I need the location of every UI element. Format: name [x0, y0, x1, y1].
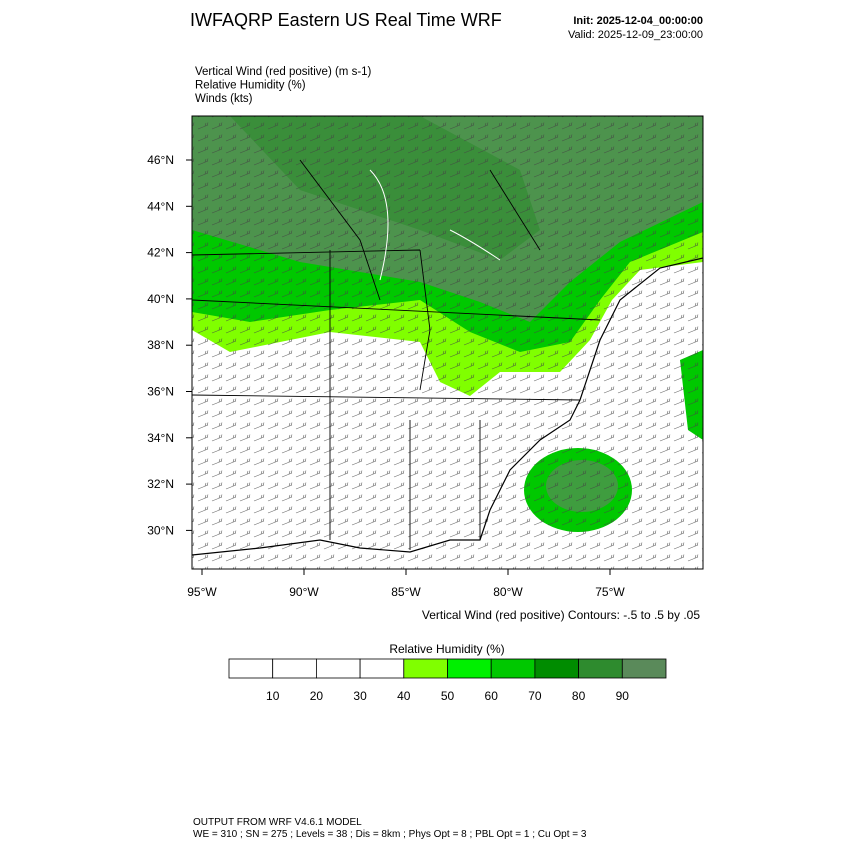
colorbar-box — [578, 658, 623, 679]
lat-labels: 46°N 44°N 42°N 40°N 38°N 36°N 34°N 32°N 30°N — [147, 153, 192, 537]
valid-time: Valid: 2025-12-09_23:00:00 — [568, 29, 703, 41]
footer-line: OUTPUT FROM WRF V4.6.1 MODEL — [193, 817, 362, 828]
field-label: Winds (kts) — [195, 93, 253, 105]
lat-label: 36°N — [147, 385, 174, 399]
colorbar-box — [447, 658, 492, 679]
colorbar-box — [403, 658, 448, 679]
lon-label: 90°W — [289, 585, 319, 599]
field-label: Vertical Wind (red positive) (m s-1) — [195, 66, 372, 78]
colorbar-tick-label: 30 — [353, 689, 367, 703]
map-caption: Vertical Wind (red positive) Contours: -… — [422, 608, 700, 622]
lat-label: 38°N — [147, 338, 174, 352]
colorbar-box — [490, 658, 536, 679]
colorbar-box — [228, 658, 274, 679]
colorbar-tick-label: 60 — [485, 689, 499, 703]
colorbar-box — [315, 658, 361, 679]
colorbar-box — [534, 658, 580, 679]
colorbar-box — [621, 658, 667, 679]
colorbar-box — [359, 658, 405, 679]
init-time: Init: 2025-12-04_00:00:00 — [573, 15, 703, 27]
lon-label: 80°W — [493, 585, 523, 599]
lat-label: 34°N — [147, 431, 174, 445]
field-label: Relative Humidity (%) — [195, 80, 306, 92]
lat-label: 32°N — [147, 477, 174, 491]
lon-label: 85°W — [391, 585, 421, 599]
colorbar-tick-label: 80 — [572, 689, 586, 703]
colorbar-tick-label: 40 — [397, 689, 411, 703]
lat-label: 40°N — [147, 292, 174, 306]
colorbar: 10 20 30 40 50 60 70 80 90 — [228, 658, 667, 703]
lat-label: 30°N — [147, 523, 174, 537]
colorbar-title: Relative Humidity (%) — [389, 642, 504, 656]
colorbar-tick-label: 20 — [310, 689, 324, 703]
lat-label: 46°N — [147, 153, 174, 167]
lat-label: 42°N — [147, 246, 174, 260]
colorbar-tick-label: 70 — [528, 689, 542, 703]
lon-label: 75°W — [595, 585, 625, 599]
colorbar-box — [272, 658, 317, 679]
title: IWFAQRP Eastern US Real Time WRF — [190, 10, 502, 30]
lat-label: 44°N — [147, 199, 174, 213]
lon-label: 95°W — [187, 585, 217, 599]
map — [192, 116, 703, 569]
colorbar-tick-label: 90 — [616, 689, 630, 703]
map-frame — [191, 115, 704, 570]
field-labels: Vertical Wind (red positive) (m s-1) Rela… — [195, 66, 372, 105]
lon-labels: 95°W 90°W 85°W 80°W 75°W — [187, 569, 625, 599]
colorbar-tick-label: 10 — [266, 689, 280, 703]
colorbar-tick-label: 50 — [441, 689, 455, 703]
footer-line: WE = 310 ; SN = 275 ; Levels = 38 ; Dis … — [193, 829, 587, 840]
